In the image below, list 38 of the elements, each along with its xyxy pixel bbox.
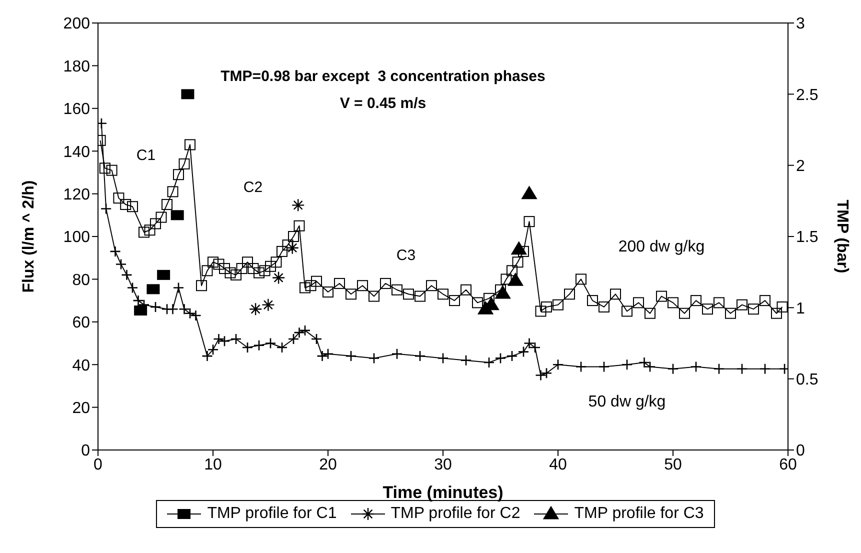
legend-label: TMP profile for C1: [207, 505, 337, 523]
x-axis-title: Time (minutes): [382, 483, 504, 502]
series-label: 50 dw g/kg: [588, 394, 666, 411]
annotation: TMP=0.98 bar except 3 concentration phases: [220, 68, 546, 85]
y-tick-label: 60: [72, 314, 90, 332]
x-tick-label: 60: [779, 456, 797, 474]
x-tick-label: 50: [664, 456, 682, 474]
y-tick-label: 0: [81, 442, 90, 460]
annotation: C3: [395, 247, 417, 264]
y-tick-label: 160: [63, 101, 90, 118]
annotation: V = 0.45 m/s: [338, 95, 428, 112]
legend-label: TMP profile for C3: [574, 505, 704, 523]
x-tick-label: 20: [319, 456, 337, 474]
annotation: C2: [242, 179, 264, 196]
y2-tick-label: 2.5: [796, 86, 818, 104]
y2-tick-label: 2: [796, 158, 805, 176]
x-tick-label: 0: [94, 456, 103, 474]
text: 200 dw g/kg: [618, 238, 705, 256]
y-tick-label: 20: [72, 400, 90, 417]
y2-tick-label: 1.5: [796, 229, 818, 246]
y-tick-label: 100: [63, 229, 90, 246]
y2-axis-title: TMP (bar): [833, 200, 850, 274]
y-tick-label: 180: [63, 58, 90, 76]
y-tick-label: 120: [63, 186, 90, 204]
y2-tick-label: 0.5: [796, 372, 818, 389]
y2-tick-label: 3: [796, 16, 805, 33]
legend-label: TMP profile for C2: [390, 505, 520, 523]
x-tick-label: 10: [204, 456, 222, 474]
annotation: C1: [135, 147, 157, 164]
y2-tick-label: 0: [796, 442, 805, 460]
y2-tick-label: 1: [796, 300, 805, 318]
y-tick-label: 200: [63, 16, 90, 33]
y-tick-label: 80: [72, 272, 90, 289]
x-tick-label: 40: [549, 456, 567, 474]
y-tick-label: 140: [63, 144, 90, 161]
y-tick-label: 40: [72, 357, 90, 374]
y-axis-title: Flux (l/m ^ 2/h): [20, 180, 38, 293]
x-tick-label: 30: [434, 456, 452, 474]
